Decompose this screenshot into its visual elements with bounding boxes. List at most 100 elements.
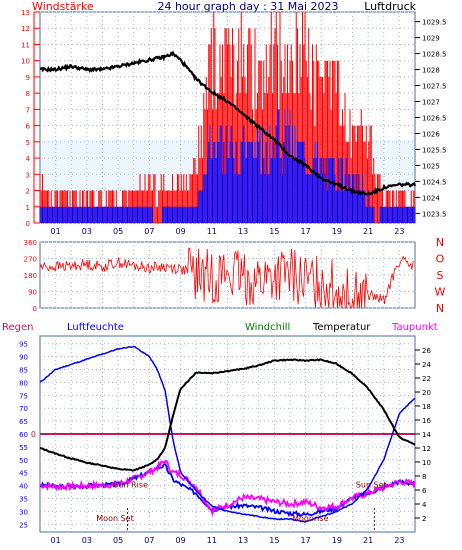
- x-tick-label: 19: [332, 536, 342, 545]
- wind-axis-tick-label: 6: [26, 123, 31, 131]
- wind-axis-tick-label: 2: [26, 188, 30, 196]
- humidity-axis-tick-label: 35: [19, 495, 28, 503]
- pressure-axis-tick-label: 1028.5: [422, 51, 447, 59]
- series-layer: [39, 12, 417, 523]
- x-tick-label: 11: [207, 536, 217, 545]
- humidity-axis-tick-label: 55: [19, 444, 28, 452]
- annotation-sun-set: Sun Set: [356, 480, 387, 489]
- pressure-axis-tick-label: 1023.5: [422, 210, 447, 218]
- temperature-axis-tick-label: 12: [422, 445, 431, 453]
- temperature-axis-tick-label: 8: [422, 473, 426, 481]
- pressure-axis-tick-label: 1026.5: [422, 115, 447, 123]
- pressure-axis-tick-label: 1029: [422, 35, 440, 43]
- legend-windchill: Windchill: [245, 322, 290, 333]
- humidity-axis-tick-label: 40: [19, 483, 28, 491]
- humidity-axis-tick-label: 90: [19, 354, 28, 362]
- pressure-axis-tick-label: 1029.5: [422, 19, 447, 27]
- x-tick-label: 19: [332, 227, 342, 236]
- annotation-moonrise: Moonrise: [292, 514, 328, 523]
- x-tick-label: 23: [394, 536, 404, 545]
- compass-label: N: [436, 236, 444, 249]
- pressure-axis-tick-label: 1027.5: [422, 83, 447, 91]
- wind-axis-tick-label: 12: [21, 25, 30, 33]
- wind-axis-tick-label: 8: [26, 90, 30, 98]
- temperature-axis-tick-label: 14: [422, 431, 431, 439]
- x-tick-label: 01: [51, 536, 61, 545]
- compass-label: N: [436, 302, 444, 315]
- direction-axis-tick-label: 270: [24, 256, 37, 264]
- wind-direction-line: [39, 247, 415, 309]
- wind-axis-tick-label: 4: [26, 155, 31, 163]
- x-tick-label: 11: [207, 227, 217, 236]
- temperature-axis-tick-label: 22: [422, 375, 431, 383]
- direction-axis-tick-label: 360: [24, 239, 37, 247]
- x-tick-label: 23: [394, 227, 404, 236]
- label-layer: 0123456789101112131023.510241024.5102510…: [2, 9, 447, 545]
- pressure-axis-tick-label: 1024.5: [422, 178, 447, 186]
- x-tick-label: 09: [176, 227, 186, 236]
- compass-label: S: [437, 269, 444, 282]
- x-tick-label: 15: [269, 536, 279, 545]
- wind-axis-tick-label: 10: [21, 58, 30, 66]
- temperature-axis-tick-label: 24: [422, 361, 431, 369]
- rain-zero-label: 0: [31, 430, 36, 439]
- wind-axis-tick-label: 1: [26, 204, 30, 212]
- x-tick-label: 13: [238, 536, 248, 545]
- pressure-axis-tick-label: 1025.5: [422, 146, 447, 154]
- dewpoint-line: [39, 459, 416, 517]
- pressure-axis-tick-label: 1027: [422, 99, 440, 107]
- x-tick-label: 17: [301, 227, 311, 236]
- humidity-axis-tick-label: 80: [19, 379, 28, 387]
- compass-label: W: [435, 286, 446, 299]
- annotation-sun-rise: Sun Rise: [113, 480, 148, 489]
- luftdruck-label: Luftdruck: [364, 0, 416, 13]
- humidity-axis-tick-label: 50: [19, 457, 28, 465]
- x-tick-label: 03: [82, 227, 92, 236]
- temperature-axis-tick-label: 18: [422, 403, 431, 411]
- wind-axis-tick-label: 11: [21, 41, 30, 49]
- graph-title: 24 hour graph day : 31 Mai 2023: [157, 0, 338, 13]
- legend-regen: Regen: [2, 322, 34, 333]
- direction-axis-tick-label: 90: [28, 289, 37, 297]
- temperature-axis-tick-label: 16: [422, 417, 431, 425]
- x-tick-label: 07: [144, 536, 154, 545]
- x-tick-label: 21: [363, 536, 373, 545]
- pressure-axis-tick-label: 1024: [422, 194, 440, 202]
- temperature-axis-tick-label: 6: [422, 487, 427, 495]
- direction-axis-tick-label: 0: [33, 305, 37, 313]
- temperature-axis-tick-label: 10: [422, 459, 431, 467]
- wind-axis-tick-label: 3: [26, 171, 30, 179]
- windstaerke-label: Windstärke: [32, 0, 94, 13]
- x-tick-label: 03: [82, 536, 92, 545]
- temperature-axis-tick-label: 26: [422, 347, 431, 355]
- annotation-moon-set: Moon Set: [96, 514, 133, 523]
- wind-axis-tick-label: 5: [26, 139, 30, 147]
- direction-axis-tick-label: 180: [24, 272, 37, 280]
- x-tick-label: 01: [51, 227, 61, 236]
- humidity-axis-tick-label: 30: [19, 508, 28, 516]
- temperature-axis-tick-label: 4: [422, 501, 427, 509]
- compass-label: O: [436, 253, 445, 266]
- legend-luftfeuchte: Luftfeuchte: [67, 322, 124, 333]
- humidity-axis-tick-label: 85: [19, 367, 28, 375]
- humidity-line: [39, 345, 416, 523]
- wind-axis-tick-label: 7: [26, 106, 30, 114]
- x-tick-label: 09: [176, 536, 186, 545]
- temperature-axis-tick-label: 20: [422, 389, 431, 397]
- wind-axis-tick-label: 9: [26, 74, 30, 82]
- x-tick-label: 07: [144, 227, 154, 236]
- humidity-axis-tick-label: 60: [19, 431, 28, 439]
- humidity-axis-tick-label: 65: [19, 418, 28, 426]
- temperature-line: [39, 358, 416, 472]
- pressure-line: [39, 50, 417, 196]
- wind-axis-tick-label: 13: [21, 9, 30, 17]
- x-tick-label: 21: [363, 227, 373, 236]
- x-tick-label: 05: [113, 227, 123, 236]
- x-tick-label: 13: [238, 227, 248, 236]
- x-tick-label: 15: [269, 227, 279, 236]
- wind-axis-tick-label: 0: [26, 220, 30, 228]
- humidity-axis-tick-label: 45: [19, 470, 28, 478]
- x-tick-label: 17: [301, 536, 311, 545]
- humidity-axis-tick-label: 25: [19, 521, 28, 529]
